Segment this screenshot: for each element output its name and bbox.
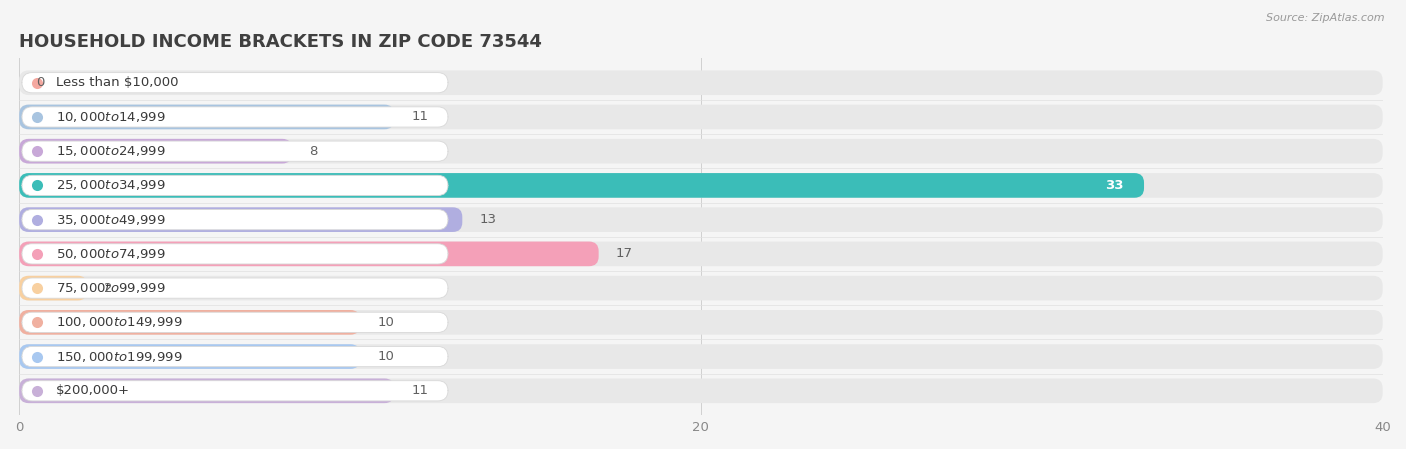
FancyBboxPatch shape xyxy=(20,310,1382,335)
FancyBboxPatch shape xyxy=(20,310,360,335)
FancyBboxPatch shape xyxy=(20,344,1382,369)
FancyBboxPatch shape xyxy=(22,312,449,332)
FancyBboxPatch shape xyxy=(20,105,394,129)
Text: 10: 10 xyxy=(377,316,394,329)
FancyBboxPatch shape xyxy=(20,276,87,300)
Text: $75,000 to $99,999: $75,000 to $99,999 xyxy=(56,281,166,295)
Text: 13: 13 xyxy=(479,213,496,226)
FancyBboxPatch shape xyxy=(20,173,1144,198)
Text: Less than $10,000: Less than $10,000 xyxy=(56,76,179,89)
FancyBboxPatch shape xyxy=(22,141,449,161)
FancyBboxPatch shape xyxy=(22,175,449,195)
FancyBboxPatch shape xyxy=(22,381,449,401)
FancyBboxPatch shape xyxy=(20,207,463,232)
Text: $50,000 to $74,999: $50,000 to $74,999 xyxy=(56,247,166,261)
FancyBboxPatch shape xyxy=(20,173,1382,198)
FancyBboxPatch shape xyxy=(20,139,1382,163)
Text: $15,000 to $24,999: $15,000 to $24,999 xyxy=(56,144,166,158)
FancyBboxPatch shape xyxy=(22,278,449,298)
FancyBboxPatch shape xyxy=(22,244,449,264)
FancyBboxPatch shape xyxy=(20,242,1382,266)
Text: 10: 10 xyxy=(377,350,394,363)
FancyBboxPatch shape xyxy=(20,139,292,163)
Text: 17: 17 xyxy=(616,247,633,260)
FancyBboxPatch shape xyxy=(22,73,449,93)
FancyBboxPatch shape xyxy=(20,344,360,369)
FancyBboxPatch shape xyxy=(20,207,1382,232)
FancyBboxPatch shape xyxy=(20,379,394,403)
Text: $10,000 to $14,999: $10,000 to $14,999 xyxy=(56,110,166,124)
Text: $150,000 to $199,999: $150,000 to $199,999 xyxy=(56,350,183,364)
FancyBboxPatch shape xyxy=(20,105,1382,129)
FancyBboxPatch shape xyxy=(22,107,449,127)
Text: $25,000 to $34,999: $25,000 to $34,999 xyxy=(56,178,166,193)
Text: 33: 33 xyxy=(1105,179,1123,192)
Text: 0: 0 xyxy=(37,76,45,89)
Text: 11: 11 xyxy=(411,110,429,123)
FancyBboxPatch shape xyxy=(20,379,1382,403)
Text: $200,000+: $200,000+ xyxy=(56,384,129,397)
FancyBboxPatch shape xyxy=(22,210,449,230)
Text: $100,000 to $149,999: $100,000 to $149,999 xyxy=(56,315,183,329)
FancyBboxPatch shape xyxy=(20,276,1382,300)
Text: HOUSEHOLD INCOME BRACKETS IN ZIP CODE 73544: HOUSEHOLD INCOME BRACKETS IN ZIP CODE 73… xyxy=(20,33,543,51)
FancyBboxPatch shape xyxy=(22,347,449,367)
Text: 2: 2 xyxy=(104,282,112,295)
FancyBboxPatch shape xyxy=(20,70,1382,95)
Text: 8: 8 xyxy=(309,145,318,158)
Text: Source: ZipAtlas.com: Source: ZipAtlas.com xyxy=(1267,13,1385,23)
Text: 11: 11 xyxy=(411,384,429,397)
Text: $35,000 to $49,999: $35,000 to $49,999 xyxy=(56,213,166,227)
FancyBboxPatch shape xyxy=(20,242,599,266)
